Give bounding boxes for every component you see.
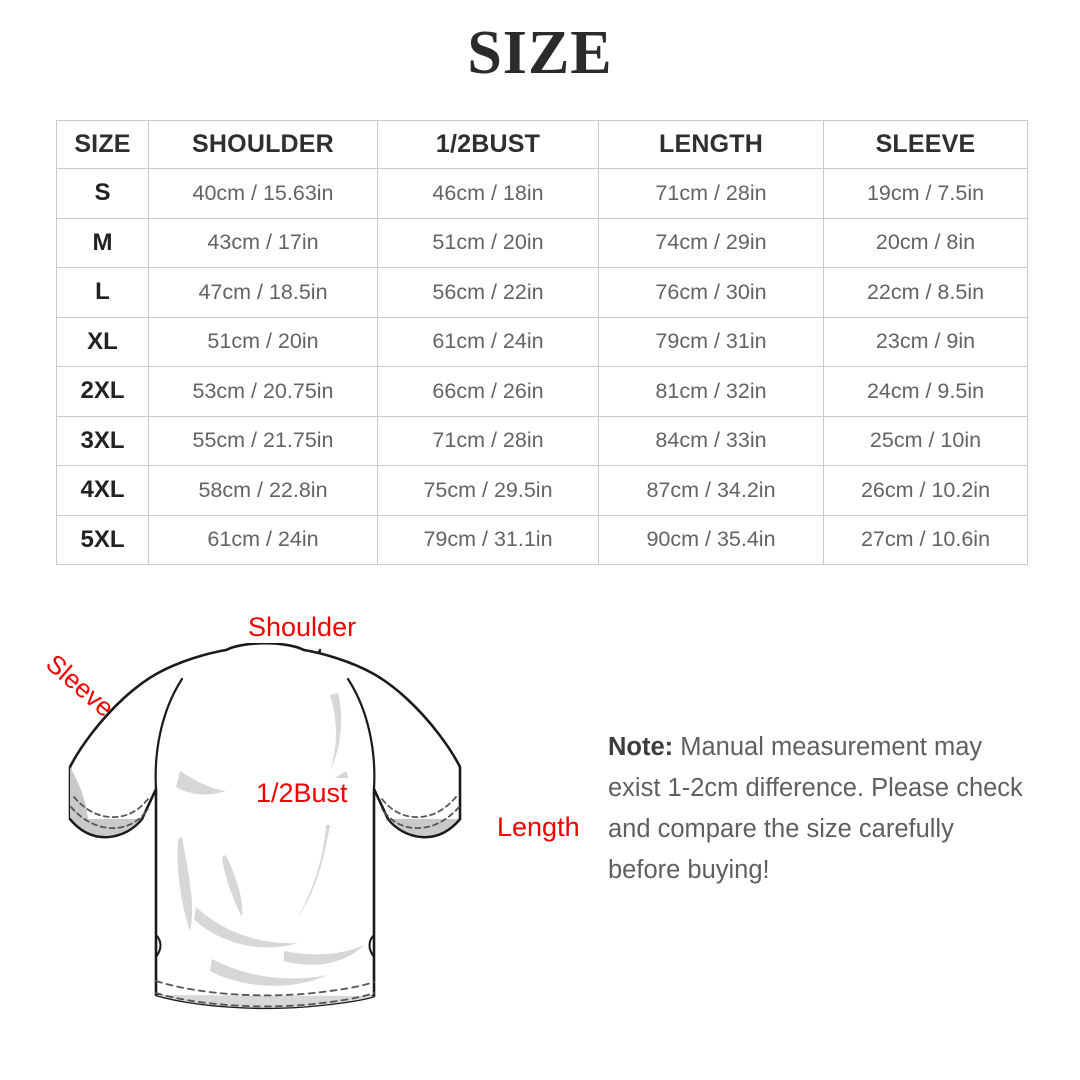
- cell-sleeve: 25cm / 10in: [823, 415, 1028, 466]
- table-row: 4XL 58cm / 22.8in 75cm / 29.5in 87cm / 3…: [56, 465, 1028, 516]
- table-row: 3XL 55cm / 21.75in 71cm / 28in 84cm / 33…: [56, 415, 1028, 466]
- cell-length: 87cm / 34.2in: [598, 465, 824, 516]
- cell-shoulder: 40cm / 15.63in: [148, 168, 378, 219]
- table-header-row: SIZE SHOULDER 1/2BUST LENGTH SLEEVE: [56, 120, 1028, 169]
- column-header-bust: 1/2BUST: [377, 120, 599, 169]
- cell-bust: 75cm / 29.5in: [377, 465, 599, 516]
- column-header-length: LENGTH: [598, 120, 824, 169]
- note-label: Note:: [608, 733, 674, 761]
- cell-shoulder: 47cm / 18.5in: [148, 267, 378, 318]
- cell-sleeve: 23cm / 9in: [823, 316, 1028, 367]
- cell-shoulder: 55cm / 21.75in: [148, 415, 378, 466]
- cell-size: 5XL: [56, 514, 149, 565]
- label-half-bust: 1/2Bust: [252, 778, 352, 809]
- cell-sleeve: 19cm / 7.5in: [823, 168, 1028, 219]
- table-row: XL 51cm / 20in 61cm / 24in 79cm / 31in 2…: [56, 316, 1028, 367]
- table-row: 5XL 61cm / 24in 79cm / 31.1in 90cm / 35.…: [56, 514, 1028, 565]
- cell-size: 3XL: [56, 415, 149, 466]
- cell-length: 79cm / 31in: [598, 316, 824, 367]
- cell-size: L: [56, 267, 149, 318]
- cell-size: S: [56, 168, 149, 219]
- cell-length: 76cm / 30in: [598, 267, 824, 318]
- cell-sleeve: 27cm / 10.6in: [823, 514, 1028, 565]
- cell-sleeve: 20cm / 8in: [823, 217, 1028, 268]
- measurement-diagram: [0, 575, 1080, 1080]
- cell-shoulder: 53cm / 20.75in: [148, 366, 378, 417]
- cell-size: 4XL: [56, 465, 149, 516]
- cell-shoulder: 51cm / 20in: [148, 316, 378, 367]
- cell-shoulder: 58cm / 22.8in: [148, 465, 378, 516]
- cell-size: XL: [56, 316, 149, 367]
- cell-shoulder: 61cm / 24in: [148, 514, 378, 565]
- size-table: SIZE SHOULDER 1/2BUST LENGTH SLEEVE S 40…: [56, 120, 1028, 565]
- cell-sleeve: 24cm / 9.5in: [823, 366, 1028, 417]
- label-shoulder: Shoulder: [243, 612, 362, 643]
- cell-size: 2XL: [56, 366, 149, 417]
- note-text: Manual measurement may exist 1-2cm diffe…: [608, 733, 1023, 884]
- cell-bust: 71cm / 28in: [377, 415, 599, 466]
- cell-bust: 66cm / 26in: [377, 366, 599, 417]
- cell-sleeve: 22cm / 8.5in: [823, 267, 1028, 318]
- cell-shoulder: 43cm / 17in: [148, 217, 378, 268]
- cell-size: M: [56, 217, 149, 268]
- column-header-shoulder: SHOULDER: [148, 120, 378, 169]
- page-title: SIZE: [467, 19, 613, 87]
- cell-length: 71cm / 28in: [598, 168, 824, 219]
- cell-bust: 61cm / 24in: [377, 316, 599, 367]
- table-row: M 43cm / 17in 51cm / 20in 74cm / 29in 20…: [56, 217, 1028, 268]
- cell-bust: 46cm / 18in: [377, 168, 599, 219]
- cell-length: 74cm / 29in: [598, 217, 824, 268]
- cell-sleeve: 26cm / 10.2in: [823, 465, 1028, 516]
- cell-bust: 51cm / 20in: [377, 217, 599, 268]
- label-length: Length: [491, 808, 586, 847]
- column-header-sleeve: SLEEVE: [823, 120, 1028, 169]
- table-row: L 47cm / 18.5in 56cm / 22in 76cm / 30in …: [56, 267, 1028, 318]
- tshirt-illustration-icon: [68, 641, 462, 1010]
- cell-bust: 56cm / 22in: [377, 267, 599, 318]
- cell-length: 81cm / 32in: [598, 366, 824, 417]
- cell-length: 84cm / 33in: [598, 415, 824, 466]
- cell-bust: 79cm / 31.1in: [377, 514, 599, 565]
- table-row: S 40cm / 15.63in 46cm / 18in 71cm / 28in…: [56, 168, 1028, 219]
- table-row: 2XL 53cm / 20.75in 66cm / 26in 81cm / 32…: [56, 366, 1028, 417]
- column-header-size: SIZE: [56, 120, 149, 169]
- cell-length: 90cm / 35.4in: [598, 514, 824, 565]
- note-block: Note: Manual measurement may exist 1-2cm…: [608, 727, 1033, 891]
